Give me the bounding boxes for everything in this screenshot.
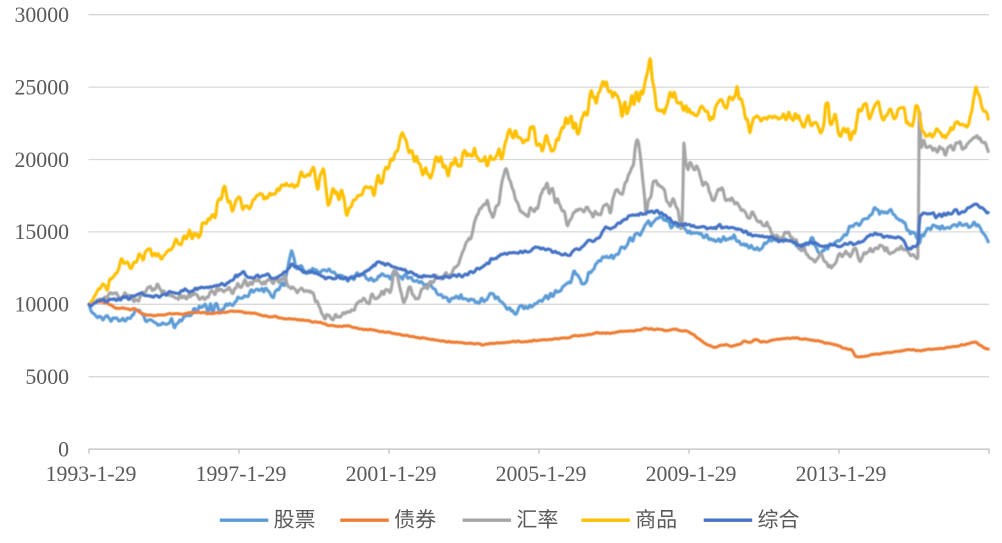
svg-text:15000: 15000 bbox=[15, 220, 70, 244]
svg-text:5000: 5000 bbox=[25, 365, 69, 389]
svg-text:10000: 10000 bbox=[15, 293, 70, 317]
svg-text:1997-1-29: 1997-1-29 bbox=[196, 462, 287, 486]
svg-text:20000: 20000 bbox=[15, 148, 70, 172]
svg-text:25000: 25000 bbox=[15, 75, 70, 99]
svg-text:30000: 30000 bbox=[15, 3, 70, 27]
svg-text:2013-1-29: 2013-1-29 bbox=[796, 462, 887, 486]
svg-text:0: 0 bbox=[58, 437, 69, 461]
svg-text:2009-1-29: 2009-1-29 bbox=[646, 462, 737, 486]
svg-text:2005-1-29: 2005-1-29 bbox=[496, 462, 587, 486]
svg-text:2001-1-29: 2001-1-29 bbox=[346, 462, 437, 486]
svg-text:1993-1-29: 1993-1-29 bbox=[46, 462, 137, 486]
